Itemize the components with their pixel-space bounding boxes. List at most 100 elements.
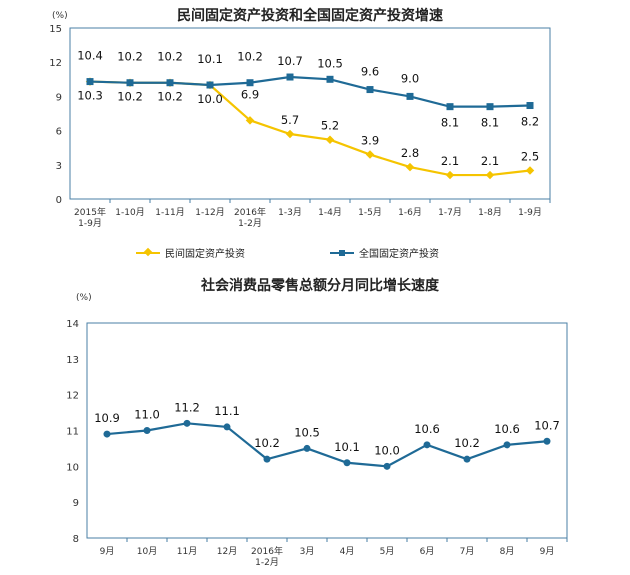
c1-private-data-label: 2.1 xyxy=(481,154,499,168)
c1-series-1-point xyxy=(286,73,294,81)
c1-xtick-label: 2016年 xyxy=(234,206,266,218)
c2-ytick-label: 11 xyxy=(66,427,79,438)
chart2-title: 社会消费品零售总额分月同比增长速度 xyxy=(200,277,440,294)
c2-data-label: 10.2 xyxy=(254,436,280,450)
chart1-y-axis: 0 3 6 9 12 15 xyxy=(49,24,62,206)
c2-ytick-label: 8 xyxy=(73,534,79,545)
c1-private-data-label: 6.9 xyxy=(241,87,259,101)
c1-xtick-label: 1-7月 xyxy=(438,207,462,218)
legend-private-label: 民间固定资产投资 xyxy=(165,247,245,260)
chart1-legend: 民间固定资产投资 全国固定资产投资 xyxy=(136,247,439,260)
c1-series-1-point xyxy=(246,79,254,87)
c1-private-data-label: 5.2 xyxy=(321,119,339,133)
chart2-data-labels: 10.9 11.0 11.2 11.1 10.2 10.5 10.1 10.0 10.6 10.2… xyxy=(94,400,560,457)
c2-xtick-label: 6月 xyxy=(420,546,435,557)
legend-national-label: 全国固定资产投资 xyxy=(359,247,439,260)
chart2-y-axis: 8 9 10 11 12 13 14 xyxy=(66,319,79,545)
c2-xtick-label: 5月 xyxy=(380,546,395,557)
c2-data-label: 10.9 xyxy=(94,411,120,425)
c1-private-data-label: 10.2 xyxy=(117,90,143,104)
c2-series-0-point xyxy=(183,419,191,427)
c1-xtick-label: 1-9月 xyxy=(78,218,102,229)
c2-data-label: 10.6 xyxy=(494,422,520,436)
c1-ytick-label: 6 xyxy=(56,127,62,138)
c2-ytick-label: 14 xyxy=(66,319,79,330)
c1-xtick-label: 1-8月 xyxy=(478,207,502,218)
c1-series-0-point xyxy=(245,116,255,125)
c2-series-0-point xyxy=(303,444,311,452)
c2-xtick-label: 11月 xyxy=(177,546,197,557)
c1-national-data-label: 8.1 xyxy=(441,116,459,130)
c1-private-data-label: 2.1 xyxy=(441,154,459,168)
legend-national-marker xyxy=(339,250,345,256)
c1-series-1-point xyxy=(446,103,454,111)
c2-xtick-label: 10月 xyxy=(137,546,157,557)
c2-xtick-label: 4月 xyxy=(340,546,355,557)
c1-national-data-label: 10.7 xyxy=(277,54,303,68)
c2-xtick-label: 2016年 xyxy=(251,545,283,557)
chart2-unit-label: (%) xyxy=(76,293,92,303)
c1-xtick-label: 1-9月 xyxy=(518,207,542,218)
c1-series-0-point xyxy=(405,162,415,172)
c1-private-data-label: 10.2 xyxy=(157,90,183,104)
c2-data-label: 10.6 xyxy=(414,422,440,436)
c2-series-0-line xyxy=(106,422,548,468)
c2-data-label: 10.7 xyxy=(534,418,560,432)
legend-private-marker xyxy=(143,247,153,257)
c1-xtick-label: 1-11月 xyxy=(155,207,184,218)
c1-national-data-label: 10.5 xyxy=(317,56,343,70)
c2-series-0-point xyxy=(343,459,351,467)
c2-series-0-point xyxy=(223,423,231,431)
c2-data-label: 10.0 xyxy=(374,443,400,457)
c2-data-label: 10.5 xyxy=(294,425,320,439)
c2-xtick-label: 3月 xyxy=(300,546,315,557)
c2-ytick-label: 9 xyxy=(73,498,79,509)
c1-xtick-label: 1-10月 xyxy=(115,207,144,218)
c1-series-1-point xyxy=(86,78,94,86)
c1-national-data-label: 10.2 xyxy=(237,50,263,64)
c2-xtick-label: 7月 xyxy=(460,546,475,557)
c1-private-data-label: 3.9 xyxy=(361,134,379,148)
chart2-frame xyxy=(86,322,568,539)
c1-xtick-label: 2015年 xyxy=(74,206,106,218)
chart1-data-labels: 10.4 10.2 10.2 10.1 10.2 10.7 10.5 9.6 9.0 8.1 8.1… xyxy=(77,49,539,168)
c2-xtick-label: 8月 xyxy=(500,546,515,557)
c2-xtick-label: 1-2月 xyxy=(255,557,279,568)
c1-national-data-label: 10.4 xyxy=(77,49,103,63)
c1-series-1-point xyxy=(526,102,534,110)
c2-data-label: 11.1 xyxy=(214,404,240,418)
c1-series-0-point xyxy=(485,170,495,180)
c1-series-1-point xyxy=(206,81,214,89)
c1-xtick-label: 1-3月 xyxy=(278,207,302,218)
c2-data-label: 11.0 xyxy=(134,408,160,422)
c2-series-0-point xyxy=(463,455,471,463)
c1-national-data-label: 10.1 xyxy=(197,52,223,66)
c2-data-label: 11.2 xyxy=(174,400,200,414)
chart1-frame xyxy=(69,27,551,200)
c1-series-0-point xyxy=(445,170,455,180)
c2-series-0-point xyxy=(263,455,271,463)
c1-national-data-label: 8.1 xyxy=(481,116,499,130)
chart1-series xyxy=(85,73,535,180)
c1-xtick-label: 1-6月 xyxy=(398,207,422,218)
c1-ytick-label: 12 xyxy=(49,58,62,69)
c1-series-1-point xyxy=(166,79,174,87)
c2-xtick-label: 12月 xyxy=(217,546,237,557)
c1-national-data-label: 10.2 xyxy=(157,50,183,64)
c2-series-0-point xyxy=(503,441,511,449)
c1-private-data-label: 5.7 xyxy=(281,113,299,127)
c2-ytick-label: 13 xyxy=(66,355,79,366)
c2-data-label: 10.1 xyxy=(334,440,360,454)
c1-private-data-label: 2.5 xyxy=(521,150,539,164)
c2-series-0-point xyxy=(383,462,391,470)
c1-xtick-label: 1-4月 xyxy=(318,207,342,218)
c1-national-data-label: 10.2 xyxy=(117,50,143,64)
c2-ytick-label: 10 xyxy=(66,462,79,473)
c2-series-0-point xyxy=(423,441,431,449)
c2-series-0-point xyxy=(103,430,111,438)
c1-series-1-point xyxy=(326,75,334,83)
c1-xtick-label: 1-12月 xyxy=(195,207,224,218)
